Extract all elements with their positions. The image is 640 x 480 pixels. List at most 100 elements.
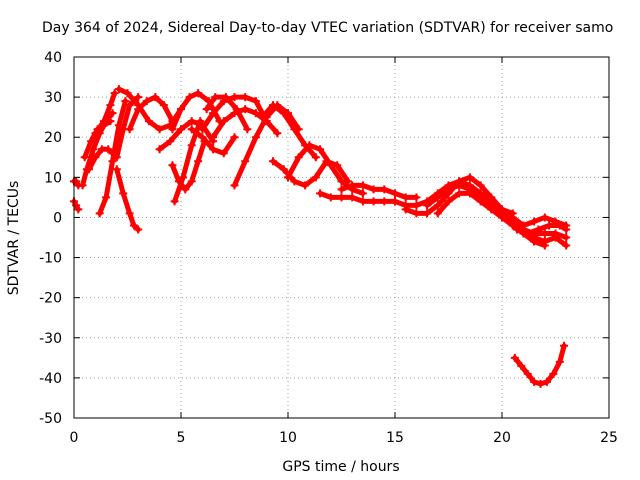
data-point bbox=[455, 189, 464, 198]
data-point bbox=[423, 209, 432, 218]
data-point bbox=[498, 213, 506, 222]
data-point bbox=[74, 205, 83, 214]
series-track-34 bbox=[510, 341, 569, 388]
data-point bbox=[316, 189, 325, 198]
data-point bbox=[78, 181, 87, 190]
series-track-5 bbox=[84, 145, 117, 174]
x-tick-label: 5 bbox=[177, 430, 186, 446]
data-point bbox=[251, 133, 260, 142]
data-point bbox=[476, 197, 485, 206]
data-point bbox=[230, 133, 239, 142]
data-point bbox=[181, 185, 190, 194]
data-point bbox=[230, 109, 239, 118]
data-point bbox=[444, 185, 453, 194]
data-point bbox=[326, 161, 335, 170]
series-track-24 bbox=[316, 189, 399, 206]
series-track-33 bbox=[530, 233, 571, 250]
data-point bbox=[187, 141, 196, 150]
data-point bbox=[401, 205, 410, 214]
data-point bbox=[519, 221, 528, 230]
data-point bbox=[179, 173, 188, 182]
data-point bbox=[91, 129, 100, 138]
data-point bbox=[369, 197, 378, 206]
data-point bbox=[110, 89, 119, 98]
data-point bbox=[487, 193, 496, 202]
data-point bbox=[108, 157, 117, 166]
y-tick-label: 20 bbox=[44, 130, 62, 146]
data-point bbox=[187, 117, 196, 126]
series-track-25 bbox=[337, 181, 421, 202]
plot-frame bbox=[73, 56, 610, 419]
data-point bbox=[401, 193, 410, 202]
y-tick-label: -30 bbox=[39, 331, 62, 347]
series-track-11 bbox=[125, 93, 177, 134]
series-track-6 bbox=[95, 97, 130, 218]
data-point bbox=[510, 353, 519, 362]
data-point bbox=[125, 209, 134, 218]
data-point bbox=[284, 173, 292, 182]
data-point bbox=[221, 93, 230, 102]
x-tick-label: 0 bbox=[70, 430, 79, 446]
data-point bbox=[540, 229, 549, 238]
data-point bbox=[219, 117, 228, 126]
series-track-10 bbox=[114, 85, 185, 134]
y-tick-label: 30 bbox=[44, 90, 62, 106]
data-point bbox=[545, 221, 554, 230]
data-point bbox=[168, 161, 177, 170]
data-point bbox=[337, 185, 346, 194]
data-point bbox=[87, 137, 96, 146]
data-point bbox=[198, 125, 207, 134]
series-track-21 bbox=[258, 101, 320, 162]
x-axis-ticks: 0 5 10 15 20 25 bbox=[70, 57, 618, 446]
data-point bbox=[72, 201, 81, 210]
data-point bbox=[412, 201, 421, 210]
data-point bbox=[348, 181, 357, 190]
data-point bbox=[465, 189, 474, 198]
data-point bbox=[241, 93, 250, 102]
data-point bbox=[142, 97, 151, 106]
data-point bbox=[177, 105, 185, 114]
data-point bbox=[187, 177, 196, 186]
data-point bbox=[540, 237, 549, 246]
data-point bbox=[209, 133, 218, 142]
data-point bbox=[89, 145, 98, 154]
data-point bbox=[129, 221, 138, 230]
data-point bbox=[523, 229, 532, 238]
data-point bbox=[151, 93, 160, 102]
data-point bbox=[534, 225, 543, 234]
series-track-17 bbox=[198, 93, 271, 134]
y-axis-label: SDTVAR / TECUs bbox=[6, 181, 22, 296]
data-point bbox=[269, 101, 278, 110]
data-point bbox=[465, 173, 474, 182]
data-point bbox=[219, 149, 228, 158]
data-point bbox=[380, 185, 389, 194]
data-point bbox=[196, 117, 205, 126]
data-point bbox=[119, 189, 128, 198]
series-track-22 bbox=[269, 157, 352, 190]
data-point bbox=[433, 193, 442, 202]
data-point bbox=[99, 117, 108, 126]
x-tick-label: 20 bbox=[493, 430, 511, 446]
data-point bbox=[241, 105, 250, 114]
data-point bbox=[305, 141, 314, 150]
data-point bbox=[358, 189, 367, 198]
data-point bbox=[311, 153, 320, 162]
y-axis-ticks: -50 -40 -30 -20 -10 0 10 20 30 40 bbox=[39, 50, 609, 427]
data-point bbox=[194, 89, 203, 98]
series-track-18 bbox=[202, 93, 252, 134]
data-point bbox=[517, 361, 526, 370]
data-point bbox=[84, 165, 93, 174]
series-track-16 bbox=[187, 125, 239, 158]
data-point bbox=[91, 153, 100, 162]
data-point bbox=[112, 165, 121, 174]
data-point bbox=[508, 217, 517, 226]
data-point bbox=[455, 181, 464, 190]
data-point bbox=[194, 157, 203, 166]
data-point bbox=[273, 129, 282, 138]
data-point bbox=[562, 221, 571, 230]
data-point bbox=[241, 157, 250, 166]
data-point bbox=[487, 205, 496, 214]
series-track-line bbox=[114, 166, 141, 232]
data-point bbox=[337, 177, 346, 186]
